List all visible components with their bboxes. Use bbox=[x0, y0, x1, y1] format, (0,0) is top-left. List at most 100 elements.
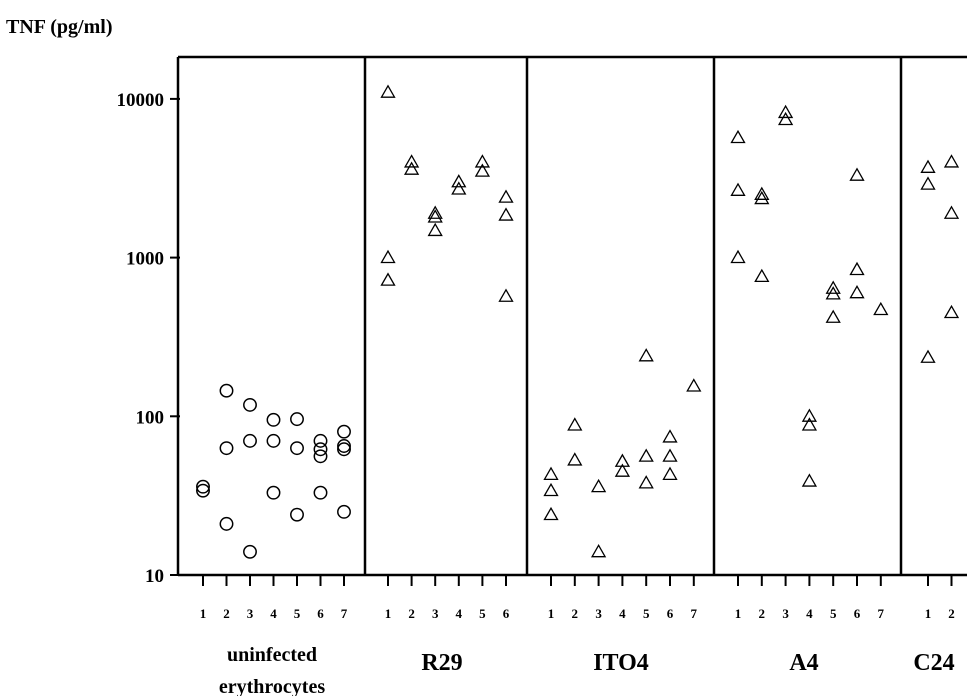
group-label: uninfected bbox=[227, 644, 317, 666]
data-point-circle bbox=[219, 516, 234, 531]
data-point-triangle bbox=[754, 190, 770, 205]
data-point-circle bbox=[266, 433, 281, 448]
y-tick-label: 10 bbox=[145, 566, 164, 587]
x-tick-label: 1 bbox=[925, 606, 932, 621]
data-point-triangle bbox=[451, 174, 467, 188]
data-point-triangle bbox=[614, 463, 631, 477]
data-point-triangle bbox=[543, 506, 559, 521]
plot-frame bbox=[176, 55, 967, 577]
x-tick-label: 3 bbox=[247, 606, 254, 621]
data-point-triangle bbox=[662, 448, 678, 462]
data-point-triangle bbox=[801, 417, 818, 431]
data-point-triangle bbox=[825, 280, 841, 294]
y-tick-label: 100 bbox=[136, 407, 165, 428]
data-point-circle bbox=[290, 507, 304, 522]
data-point-circle bbox=[313, 485, 328, 500]
x-tick-label: 1 bbox=[548, 606, 555, 621]
data-point-circle bbox=[337, 424, 351, 439]
data-point-circle bbox=[337, 442, 351, 457]
data-point-circle bbox=[219, 441, 234, 456]
x-tick-label: 6 bbox=[667, 606, 674, 621]
x-tick-label: 2 bbox=[948, 606, 955, 621]
data-point-circle bbox=[290, 441, 304, 456]
x-tick-label: 1 bbox=[735, 606, 742, 621]
data-point-triangle bbox=[662, 466, 678, 480]
x-tick-label: 2 bbox=[759, 606, 766, 621]
data-point-circle bbox=[196, 479, 210, 494]
data-point-triangle bbox=[380, 84, 396, 98]
x-tick-label: 3 bbox=[432, 606, 439, 621]
data-point-circle bbox=[243, 397, 257, 412]
data-point-circle bbox=[337, 504, 351, 519]
data-point-triangle bbox=[543, 482, 559, 497]
data-point-triangle bbox=[943, 205, 960, 219]
data-point-circle bbox=[290, 412, 304, 427]
x-tick-label: 5 bbox=[830, 606, 837, 621]
data-point-triangle bbox=[590, 478, 607, 493]
data-point-circle bbox=[243, 433, 257, 448]
data-point-circle bbox=[313, 442, 328, 457]
data-point-triangle bbox=[801, 473, 818, 487]
data-point-triangle bbox=[754, 186, 770, 200]
data-point-triangle bbox=[403, 161, 420, 175]
x-tick-label: 2 bbox=[572, 606, 579, 621]
data-point-triangle bbox=[777, 104, 794, 119]
x-tick-label: 2 bbox=[223, 606, 230, 621]
data-point-triangle bbox=[638, 475, 654, 489]
data-point-triangle bbox=[801, 408, 818, 422]
x-tick-label: 6 bbox=[854, 606, 861, 621]
data-point-triangle bbox=[777, 111, 794, 126]
x-tick-label: 7 bbox=[341, 606, 348, 621]
data-point-triangle bbox=[638, 348, 654, 362]
x-tick-label: 1 bbox=[385, 606, 392, 621]
group-label: A4 bbox=[789, 650, 818, 676]
y-ticks: 10000 1000 100 10 bbox=[117, 90, 180, 587]
group-label: C24 bbox=[913, 650, 954, 676]
y-axis-label: TNF (pg/ml) bbox=[6, 16, 112, 38]
data-points bbox=[196, 84, 960, 559]
x-tick-label: 5 bbox=[643, 606, 650, 621]
data-point-triangle bbox=[380, 249, 396, 264]
data-point-triangle bbox=[920, 176, 936, 190]
y-tick-label: 1000 bbox=[126, 249, 164, 270]
x-tick-label: 5 bbox=[294, 606, 301, 621]
data-point-triangle bbox=[543, 466, 559, 480]
data-point-triangle bbox=[943, 304, 960, 319]
data-point-circle bbox=[337, 439, 351, 453]
x-tick-label: 1 bbox=[200, 606, 207, 621]
data-point-triangle bbox=[730, 249, 746, 264]
data-point-triangle bbox=[849, 261, 865, 276]
x-tick-label: 5 bbox=[479, 606, 486, 621]
data-point-triangle bbox=[427, 205, 443, 219]
x-tick-label: 4 bbox=[806, 606, 813, 621]
group-labels: uninfected erythrocytes R29 ITO4 A4 C24 bbox=[219, 644, 955, 696]
data-point-triangle bbox=[638, 448, 654, 462]
data-point-triangle bbox=[754, 268, 770, 283]
data-point-triangle bbox=[474, 163, 491, 177]
data-point-triangle bbox=[920, 159, 936, 173]
x-tick-label: 4 bbox=[270, 606, 277, 621]
data-point-triangle bbox=[590, 543, 607, 558]
data-point-triangle bbox=[849, 167, 865, 181]
data-point-circle bbox=[196, 483, 210, 498]
data-point-circle bbox=[313, 433, 328, 448]
x-ticks: 1 2 3 4 5 6 7 1 2 3 4 5 6 1 2 3 4 5 6 7 1 2 3 4 5 6 7 1 2 bbox=[200, 575, 955, 621]
data-point-circle bbox=[313, 449, 328, 464]
group-label: erythrocytes bbox=[219, 676, 325, 696]
data-point-triangle bbox=[686, 378, 702, 392]
data-point-triangle bbox=[662, 429, 678, 443]
x-tick-label: 6 bbox=[317, 606, 324, 621]
data-point-triangle bbox=[380, 272, 396, 286]
y-tick-label: 10000 bbox=[117, 90, 165, 111]
data-point-triangle bbox=[567, 417, 583, 431]
data-point-triangle bbox=[730, 182, 746, 196]
data-point-triangle bbox=[498, 207, 514, 221]
group-label: ITO4 bbox=[593, 650, 649, 676]
data-point-triangle bbox=[474, 154, 491, 168]
data-point-circle bbox=[266, 412, 281, 427]
data-point-circle bbox=[243, 544, 257, 559]
data-point-triangle bbox=[614, 453, 631, 467]
x-tick-label: 7 bbox=[878, 606, 885, 621]
x-tick-label: 6 bbox=[503, 606, 510, 621]
